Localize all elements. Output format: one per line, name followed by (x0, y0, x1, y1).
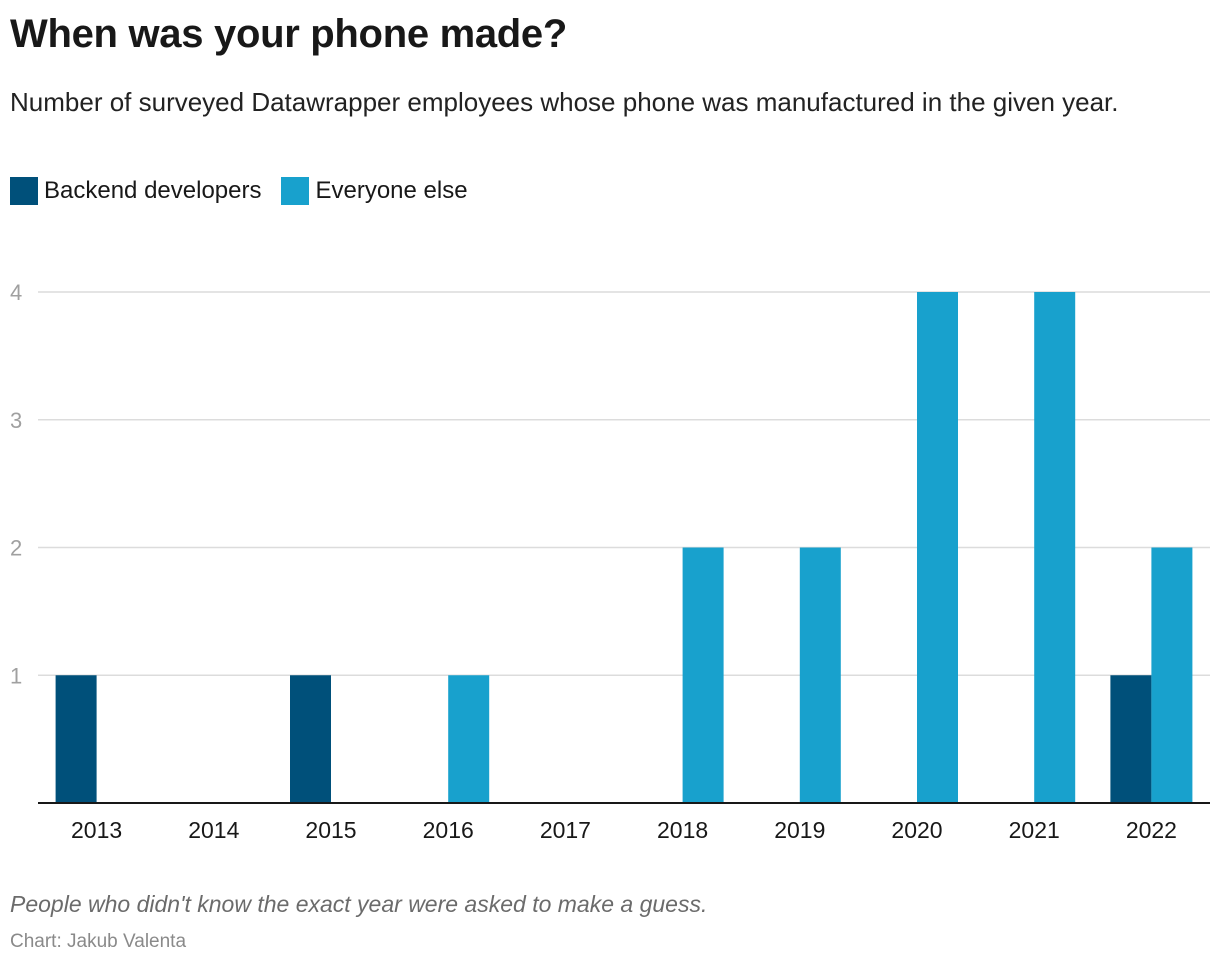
x-tick-label-2019: 2019 (774, 817, 825, 843)
chart-byline: Chart: Jakub Valenta (10, 931, 187, 952)
x-tick-label-2013: 2013 (71, 817, 122, 843)
legend-item-backend-developers: Backend developers (10, 177, 261, 205)
x-tick-label-2022: 2022 (1126, 817, 1177, 843)
bar-everyone-else-2018 (682, 547, 724, 803)
y-tick-label-2: 2 (10, 536, 22, 561)
x-tick-label-2018: 2018 (657, 817, 708, 843)
bar-backend-developers-2015 (290, 675, 331, 803)
bar-everyone-else-2022 (1151, 547, 1193, 803)
chart-subtitle: Number of surveyed Datawrapper employees… (10, 87, 1119, 117)
chart-notes: People who didn't know the exact year we… (10, 891, 708, 917)
x-tick-label-2021: 2021 (1009, 817, 1060, 843)
y-tick-label-4: 4 (10, 280, 22, 305)
bar-everyone-else-2019 (799, 547, 841, 803)
x-tick-label-2016: 2016 (423, 817, 474, 843)
legend: Backend developers Everyone else (10, 177, 488, 205)
bar-everyone-else-2016 (448, 675, 490, 803)
x-tick-label-2015: 2015 (305, 817, 356, 843)
x-tick-label-2014: 2014 (188, 817, 239, 843)
legend-label-everyone-else: Everyone else (315, 177, 468, 204)
x-tick-label-2020: 2020 (891, 817, 942, 843)
legend-swatch-backend-developers (10, 177, 38, 205)
bar-everyone-else-2020 (917, 292, 958, 803)
legend-label-backend-developers: Backend developers (44, 177, 262, 204)
y-tick-label-3: 3 (10, 408, 22, 433)
y-tick-label-1: 1 (10, 663, 22, 688)
bar-everyone-else-2021 (1034, 292, 1076, 803)
bar-backend-developers-2013 (55, 675, 97, 803)
bar-chart: 1 2 3 4 2013 2014 2015 2016 2017 2018 2019 2020 2021… (10, 280, 1210, 843)
legend-swatch-everyone-else (281, 177, 310, 205)
bar-backend-developers-2022 (1110, 675, 1152, 803)
chart-title: When was your phone made? (10, 12, 568, 56)
legend-item-everyone-else: Everyone else (281, 177, 468, 205)
x-tick-label-2017: 2017 (540, 817, 591, 843)
